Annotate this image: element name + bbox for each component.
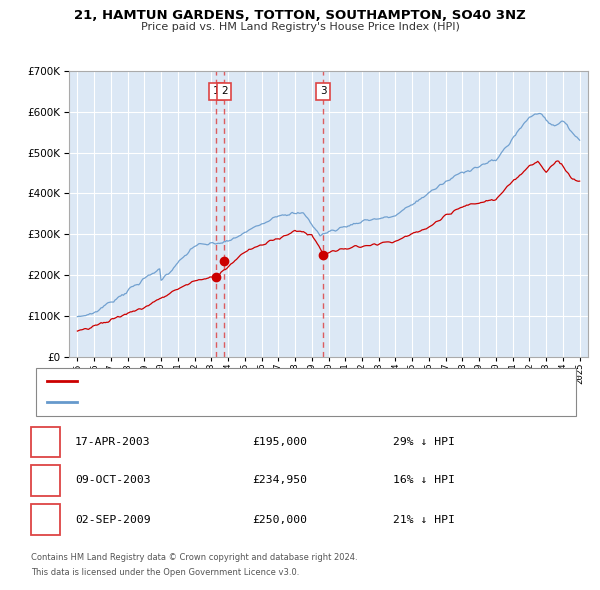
Text: 3: 3 — [320, 86, 326, 96]
Text: 17-APR-2003: 17-APR-2003 — [75, 437, 151, 447]
Text: 2: 2 — [41, 474, 50, 487]
Text: 29% ↓ HPI: 29% ↓ HPI — [393, 437, 455, 447]
Text: 21, HAMTUN GARDENS, TOTTON, SOUTHAMPTON, SO40 3NZ (detached house): 21, HAMTUN GARDENS, TOTTON, SOUTHAMPTON,… — [84, 376, 458, 386]
Text: £234,950: £234,950 — [252, 476, 307, 485]
Text: £250,000: £250,000 — [252, 515, 307, 525]
Text: 16% ↓ HPI: 16% ↓ HPI — [393, 476, 455, 485]
Text: 09-OCT-2003: 09-OCT-2003 — [75, 476, 151, 485]
Text: This data is licensed under the Open Government Licence v3.0.: This data is licensed under the Open Gov… — [31, 568, 299, 577]
Text: Price paid vs. HM Land Registry's House Price Index (HPI): Price paid vs. HM Land Registry's House … — [140, 22, 460, 32]
Text: 21% ↓ HPI: 21% ↓ HPI — [393, 515, 455, 525]
Text: Contains HM Land Registry data © Crown copyright and database right 2024.: Contains HM Land Registry data © Crown c… — [31, 553, 358, 562]
Text: 2: 2 — [221, 86, 227, 96]
Text: 1: 1 — [41, 435, 50, 448]
Text: 02-SEP-2009: 02-SEP-2009 — [75, 515, 151, 525]
Text: 21, HAMTUN GARDENS, TOTTON, SOUTHAMPTON, SO40 3NZ: 21, HAMTUN GARDENS, TOTTON, SOUTHAMPTON,… — [74, 9, 526, 22]
Text: £195,000: £195,000 — [252, 437, 307, 447]
Text: 1: 1 — [213, 86, 220, 96]
Text: HPI: Average price, detached house, New Forest: HPI: Average price, detached house, New … — [84, 398, 313, 407]
Text: 3: 3 — [41, 513, 50, 526]
